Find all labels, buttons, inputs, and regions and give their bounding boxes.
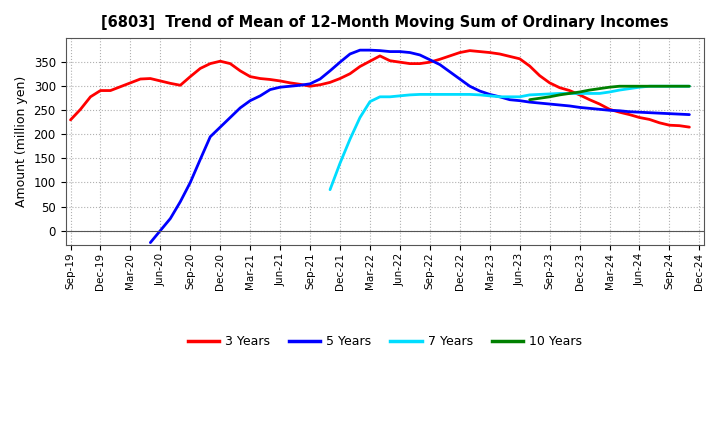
10 Years — [536, 95, 544, 101]
5 Years — [276, 84, 284, 90]
10 Years — [675, 84, 684, 89]
Y-axis label: Amount (million yen): Amount (million yen) — [15, 76, 28, 207]
Line: 10 Years: 10 Years — [530, 86, 689, 100]
3 Years — [376, 53, 384, 59]
7 Years — [366, 99, 374, 104]
7 Years — [325, 187, 334, 192]
10 Years — [575, 89, 584, 95]
5 Years — [246, 98, 254, 103]
10 Years — [665, 84, 674, 89]
5 Years — [685, 112, 693, 117]
10 Years — [685, 84, 693, 89]
7 Years — [645, 84, 654, 89]
Line: 7 Years: 7 Years — [330, 86, 689, 190]
7 Years — [405, 92, 414, 98]
10 Years — [555, 92, 564, 98]
3 Years — [256, 76, 264, 81]
5 Years — [146, 240, 155, 245]
7 Years — [505, 94, 514, 99]
7 Years — [415, 92, 424, 97]
7 Years — [685, 84, 693, 89]
5 Years — [206, 134, 215, 139]
7 Years — [346, 136, 354, 142]
Line: 5 Years: 5 Years — [150, 50, 689, 242]
7 Years — [635, 84, 644, 90]
7 Years — [456, 92, 464, 97]
7 Years — [545, 91, 554, 96]
10 Years — [565, 91, 574, 96]
7 Years — [595, 91, 604, 96]
10 Years — [655, 84, 664, 89]
7 Years — [625, 86, 634, 91]
10 Years — [635, 84, 644, 89]
3 Years — [356, 64, 364, 69]
10 Years — [545, 94, 554, 99]
10 Years — [625, 84, 634, 89]
5 Years — [356, 48, 364, 53]
5 Years — [675, 111, 684, 117]
3 Years — [685, 125, 693, 130]
Title: [6803]  Trend of Mean of 12-Month Moving Sum of Ordinary Incomes: [6803] Trend of Mean of 12-Month Moving … — [101, 15, 669, 30]
7 Years — [446, 92, 454, 97]
10 Years — [645, 84, 654, 89]
7 Years — [585, 91, 594, 96]
7 Years — [356, 115, 364, 120]
10 Years — [615, 84, 624, 89]
3 Years — [236, 68, 245, 73]
7 Years — [526, 92, 534, 98]
7 Years — [615, 88, 624, 93]
7 Years — [655, 84, 664, 89]
10 Years — [585, 88, 594, 93]
7 Years — [426, 92, 434, 97]
3 Years — [66, 117, 75, 123]
7 Years — [675, 84, 684, 89]
3 Years — [465, 48, 474, 53]
7 Years — [386, 94, 395, 99]
7 Years — [395, 93, 404, 99]
7 Years — [516, 94, 524, 99]
3 Years — [505, 54, 514, 59]
7 Years — [376, 94, 384, 99]
Line: 3 Years: 3 Years — [71, 51, 689, 127]
7 Years — [436, 92, 444, 97]
5 Years — [635, 110, 644, 115]
7 Years — [565, 91, 574, 96]
5 Years — [346, 51, 354, 57]
7 Years — [485, 93, 494, 99]
7 Years — [575, 91, 584, 96]
7 Years — [475, 92, 484, 98]
7 Years — [465, 92, 474, 97]
7 Years — [606, 89, 614, 95]
Legend: 3 Years, 5 Years, 7 Years, 10 Years: 3 Years, 5 Years, 7 Years, 10 Years — [183, 330, 588, 353]
7 Years — [665, 84, 674, 89]
7 Years — [536, 92, 544, 97]
10 Years — [606, 84, 614, 90]
10 Years — [526, 97, 534, 103]
7 Years — [336, 161, 344, 166]
7 Years — [555, 91, 564, 96]
7 Years — [495, 94, 504, 99]
3 Years — [675, 123, 684, 128]
10 Years — [595, 86, 604, 91]
